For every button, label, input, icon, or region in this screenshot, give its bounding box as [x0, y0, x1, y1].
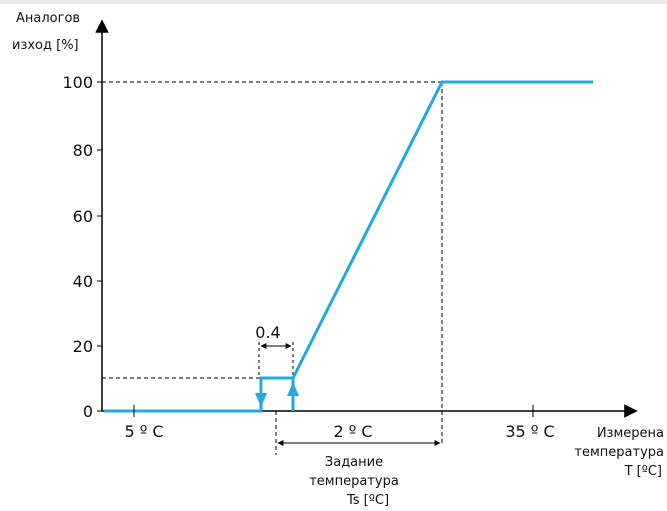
y-tick-40: 40 — [73, 272, 93, 291]
top-strip — [0, 0, 667, 4]
y-axis-label-line2: изход [%] — [12, 38, 79, 53]
band-label: 2 º C — [333, 422, 372, 441]
up-arrow-icon — [287, 382, 299, 396]
setpoint-label-line1: Задание — [325, 455, 383, 470]
down-arrow-icon — [255, 393, 267, 407]
output-curve — [104, 80, 593, 413]
hysteresis-label: 0.4 — [255, 323, 280, 342]
y-tick-20: 20 — [73, 337, 93, 356]
y-tick-80: 80 — [73, 141, 93, 160]
x-tick-min: 5 º C — [124, 422, 163, 441]
y-tick-60: 60 — [73, 207, 93, 226]
setpoint-label-line2: температура — [309, 474, 399, 489]
x-tick-max: 35 º C — [505, 422, 554, 441]
x-axis-label-line2: температура — [574, 445, 664, 460]
y-axis-label-line1: Аналогов — [16, 11, 80, 26]
x-axis-label-line3: T [ºC] — [624, 464, 662, 479]
y-tick-0: 0 — [83, 402, 93, 421]
setpoint-label-line3: Ts [ºC] — [346, 493, 389, 508]
x-axis-label-line1: Измерена — [597, 426, 664, 441]
y-tick-100: 100 — [62, 73, 93, 92]
